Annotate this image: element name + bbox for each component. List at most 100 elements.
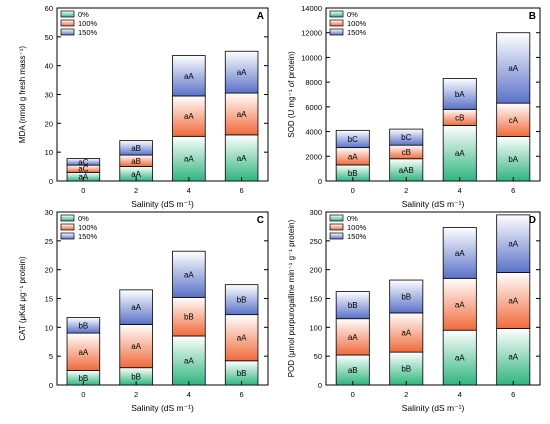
y-tick-label: 0 (49, 177, 53, 186)
bar-data-label: aA (508, 353, 518, 362)
bar-segment (172, 135, 206, 182)
bar-segment (389, 279, 424, 314)
bar-data-label: bB (401, 365, 411, 374)
bar-data-label: aA (184, 356, 194, 365)
bar-segment (442, 227, 477, 279)
bar-data-label: aA (508, 64, 518, 73)
legend-swatch (329, 19, 344, 27)
bar-data-label: bB (401, 292, 411, 301)
x-tick-label: 2 (404, 390, 408, 399)
bar-segment (496, 214, 531, 273)
bar-data-label: aA (184, 155, 194, 164)
y-tick-label: 10000 (301, 53, 322, 62)
bar-data-label: aAB (399, 166, 414, 175)
x-tick-label: 4 (187, 390, 191, 399)
bar-data-label: aA (508, 240, 518, 249)
bar-data-label: bB (237, 369, 247, 378)
bar-data-label: aC (78, 165, 88, 174)
bar-data-label: aA (237, 154, 247, 163)
plot-frame (325, 7, 541, 182)
chart-panel-a: 0102030405060aAaCaC0aAaBaB2aAaAaA4aAaAaA… (18, 4, 269, 209)
bar-segment (224, 360, 259, 386)
bar-data-label: aA (401, 329, 411, 338)
bar-data-label: bB (184, 313, 194, 322)
x-axis-title: Salinity (dS m⁻¹) (131, 403, 194, 413)
panel-letter: D (529, 215, 536, 226)
y-tick-label: 0 (49, 381, 53, 390)
bar-segment (172, 95, 206, 137)
bar-data-label: cA (509, 116, 519, 125)
y-tick-label: 10 (45, 148, 53, 157)
y-axis-title: MDA (nmol g fresh mass⁻¹) (18, 46, 27, 143)
x-tick-label: 6 (240, 186, 244, 195)
bar-data-label: aA (184, 270, 194, 279)
y-tick-label: 14000 (301, 4, 322, 13)
bar-segment (496, 136, 531, 182)
legend-swatch (329, 223, 344, 231)
x-tick-label: 2 (134, 390, 138, 399)
bar-data-label: aA (184, 72, 194, 81)
bar-segment (224, 134, 259, 182)
bar-segment (335, 291, 370, 320)
legend-label: 100% (78, 19, 98, 28)
legend-label: 150% (347, 28, 367, 37)
x-tick-label: 6 (511, 390, 515, 399)
bar-data-label: aA (237, 68, 247, 77)
x-axis-title: Salinity (dS m⁻¹) (131, 199, 194, 209)
bar-segment (172, 335, 206, 386)
y-tick-label: 20 (45, 119, 53, 128)
bar-segment (224, 284, 259, 316)
bar-data-label: bB (348, 169, 358, 178)
y-axis-title: SOD (U mg⁻¹ of protein) (287, 51, 296, 138)
chart-panel-b: 0 2000 4000 6000 8000 10000 12000 14000 bB aA bC 0 a… (287, 4, 541, 209)
y-tick-label: 8000 (305, 78, 322, 87)
y-tick-label: 0 (318, 177, 322, 186)
bar-data-label: aB (131, 157, 141, 166)
bar-data-label: bC (401, 133, 411, 142)
x-tick-label: 0 (351, 390, 355, 399)
bar-segment (496, 102, 531, 137)
y-tick-label: 50 (45, 33, 53, 42)
y-tick-label: 12000 (301, 29, 322, 38)
y-tick-label: 40 (45, 62, 53, 71)
y-tick-label: 15 (45, 295, 53, 304)
y-tick-label: 2000 (305, 152, 322, 161)
chart-panel-d: 0 50 100 150 200 250 300 aB aA bB 0 bB aA bB 2 aA aA aA 4 a… (287, 208, 541, 413)
bar-data-label: bB (78, 321, 88, 330)
bar-segment (335, 354, 370, 386)
legend-label: 100% (347, 223, 367, 232)
panel-letter: C (257, 215, 264, 226)
legend-swatch (329, 28, 344, 36)
bar-data-label: aA (455, 300, 465, 309)
y-tick-label: 4000 (305, 128, 322, 137)
bar-data-label: bB (237, 296, 247, 305)
legend-label: 100% (78, 223, 98, 232)
bar-data-label: aC (78, 158, 88, 167)
legend-label: 0% (78, 10, 89, 19)
panel-letter: B (529, 11, 536, 22)
y-tick-label: 30 (45, 91, 53, 100)
y-tick-label: 250 (309, 237, 322, 246)
legend-label: 0% (347, 214, 358, 223)
y-tick-label: 25 (45, 237, 53, 246)
y-axis-title: CAT (μKat μg⁻¹ protein) (18, 256, 27, 341)
bar-data-label: bC (348, 135, 358, 144)
legend-swatch (60, 214, 75, 222)
bar-data-label: aA (455, 249, 465, 258)
x-tick-label: 0 (81, 186, 85, 195)
bar-segment (224, 314, 259, 362)
bar-segment (119, 140, 153, 156)
bar-segment (442, 329, 477, 386)
y-tick-label: 6000 (305, 103, 322, 112)
bar-segment (496, 328, 531, 386)
legend-swatch (60, 223, 75, 231)
bar-segment (66, 332, 101, 371)
legend-swatch (329, 232, 344, 240)
bar-data-label: bB (348, 301, 358, 310)
y-tick-label: 10 (45, 323, 53, 332)
x-tick-label: 0 (81, 390, 85, 399)
bar-segment (389, 351, 424, 386)
bar-data-label: aA (131, 303, 141, 312)
legend-label: 100% (347, 19, 367, 28)
